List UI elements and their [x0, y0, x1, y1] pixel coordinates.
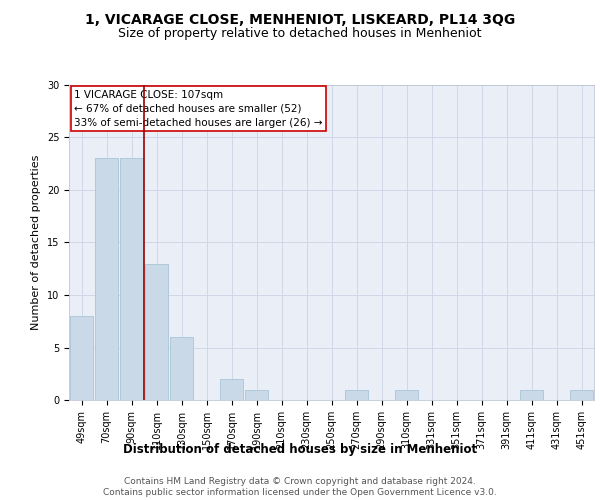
Bar [95, 158, 118, 400]
Bar [145, 264, 169, 400]
Text: Size of property relative to detached houses in Menheniot: Size of property relative to detached ho… [118, 28, 482, 40]
Bar [245, 390, 268, 400]
Text: Contains HM Land Registry data © Crown copyright and database right 2024.
Contai: Contains HM Land Registry data © Crown c… [103, 478, 497, 497]
Bar [220, 379, 244, 400]
Text: 1, VICARAGE CLOSE, MENHENIOT, LISKEARD, PL14 3QG: 1, VICARAGE CLOSE, MENHENIOT, LISKEARD, … [85, 12, 515, 26]
Text: 1 VICARAGE CLOSE: 107sqm
← 67% of detached houses are smaller (52)
33% of semi-d: 1 VICARAGE CLOSE: 107sqm ← 67% of detach… [74, 90, 323, 128]
Bar [569, 390, 593, 400]
Bar [70, 316, 94, 400]
Bar [170, 337, 193, 400]
Bar [119, 158, 143, 400]
Text: Distribution of detached houses by size in Menheniot: Distribution of detached houses by size … [123, 442, 477, 456]
Bar [344, 390, 368, 400]
Y-axis label: Number of detached properties: Number of detached properties [31, 155, 41, 330]
Bar [520, 390, 544, 400]
Bar [395, 390, 418, 400]
